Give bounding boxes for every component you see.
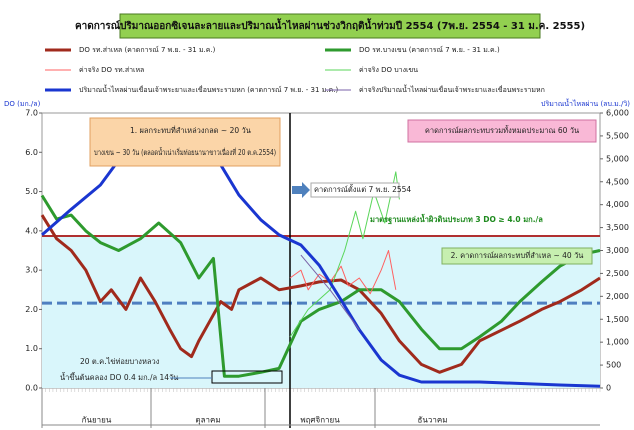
y-tick-label: 5.0 bbox=[25, 187, 38, 196]
annotation-arrow bbox=[292, 182, 310, 198]
annotation: คาดการณ์ตั้งแต่ 7 พ.ย. 2554 bbox=[314, 184, 411, 194]
chart-title: คาดการณ์ปริมาณออกซิเจนละลายและปริมาณน้ำไ… bbox=[75, 18, 585, 32]
y2-tick-label: 500 bbox=[606, 361, 621, 370]
series-line bbox=[40, 214, 601, 374]
annotation: มาตรฐานแหล่งน้ำผิวดินประเภท 3 DO ≥ 4.0 ม… bbox=[370, 213, 543, 225]
y2-tick-label: 2,500 bbox=[606, 269, 629, 278]
y2-axis-label: ปริมาณน้ำไหลผ่าน (ลบ.ม./วิ) bbox=[541, 97, 630, 108]
annotation-box bbox=[89, 117, 281, 167]
y2-tick-label: 4,000 bbox=[606, 200, 629, 209]
legend-label: DO รท.บางเขน (คาดการณ์ 7 พ.ย. - 31 ม.ค.) bbox=[359, 46, 500, 54]
series-line bbox=[40, 194, 601, 378]
y-tick-label: 0.0 bbox=[25, 384, 38, 393]
y-tick-label: 1.0 bbox=[25, 344, 38, 353]
legend-label: ค่าจริงปริมาณน้ำไหลผ่านเขื่อนเจ้าพระยาแล… bbox=[359, 83, 545, 94]
annotation-box bbox=[407, 119, 597, 143]
month-label: กันยายน bbox=[82, 416, 112, 425]
y-axis-label: DO (มก./ล) bbox=[4, 100, 41, 108]
annotation-box bbox=[441, 247, 593, 265]
annotation: บางเขน ~ 30 วัน (ตลอดน้ำเน่าเริ่มท่อยนาน… bbox=[94, 147, 276, 157]
y2-tick-label: 4,500 bbox=[606, 177, 629, 186]
y2-tick-label: 1,000 bbox=[606, 338, 629, 347]
legend-label: ค่าจริง DO บางเขน bbox=[359, 66, 418, 74]
legend-label: DO รท.ส่าเหล (คาดการณ์ 7 พ.ย. - 31 ม.ค.) bbox=[79, 46, 216, 54]
annotation: คาดการณ์ผลกระทบรวมทั้งหมดประมาณ 60 วัน bbox=[425, 125, 579, 135]
title-box bbox=[119, 13, 541, 39]
y-tick-label: 4.0 bbox=[25, 226, 38, 235]
series-line bbox=[289, 250, 397, 295]
y2-tick-label: 6,000 bbox=[606, 109, 629, 118]
y2-tick-label: 3,500 bbox=[606, 223, 629, 232]
annotation: น้ำขึ้นต้นคลอง DO 0.4 มก./ล 14วัน bbox=[60, 372, 178, 382]
legend-label: ปริมาณน้ำไหลผ่านเขื่อนเจ้าพระยาและเขื่อน… bbox=[79, 83, 338, 94]
annotation-box bbox=[310, 182, 400, 198]
series-line bbox=[300, 254, 360, 331]
y2-tick-label: 0 bbox=[606, 384, 611, 393]
highlight-box bbox=[211, 370, 283, 384]
y-tick-label: 3.0 bbox=[25, 266, 38, 275]
annotation: 20 ต.ค.ไข่ท่อยบางหลวง bbox=[80, 357, 160, 366]
y2-tick-label: 2,000 bbox=[606, 292, 629, 301]
annotation: 1. ผลกระทบที่สำเหล่วงกลด ~ 20 วัน bbox=[130, 125, 251, 135]
y-tick-label: 2.0 bbox=[25, 305, 38, 314]
month-label: ตุลาคม bbox=[195, 416, 220, 425]
y-tick-label: 7.0 bbox=[25, 109, 38, 118]
annotation: 2. คาดการณ์ผลกระทบที่สำเหล ~ 40 วัน bbox=[451, 250, 584, 260]
legend-label: ค่าจริง DO รท.ส่าเหล bbox=[79, 66, 144, 74]
month-label: พฤศจิกายน bbox=[300, 416, 340, 425]
y2-tick-label: 1,500 bbox=[606, 315, 629, 324]
y2-tick-label: 3,000 bbox=[606, 246, 629, 255]
y2-tick-label: 5,000 bbox=[606, 154, 629, 163]
y-tick-label: 6.0 bbox=[25, 148, 38, 157]
month-label: ธันวาคม bbox=[418, 416, 448, 425]
y2-tick-label: 5,500 bbox=[606, 131, 629, 140]
